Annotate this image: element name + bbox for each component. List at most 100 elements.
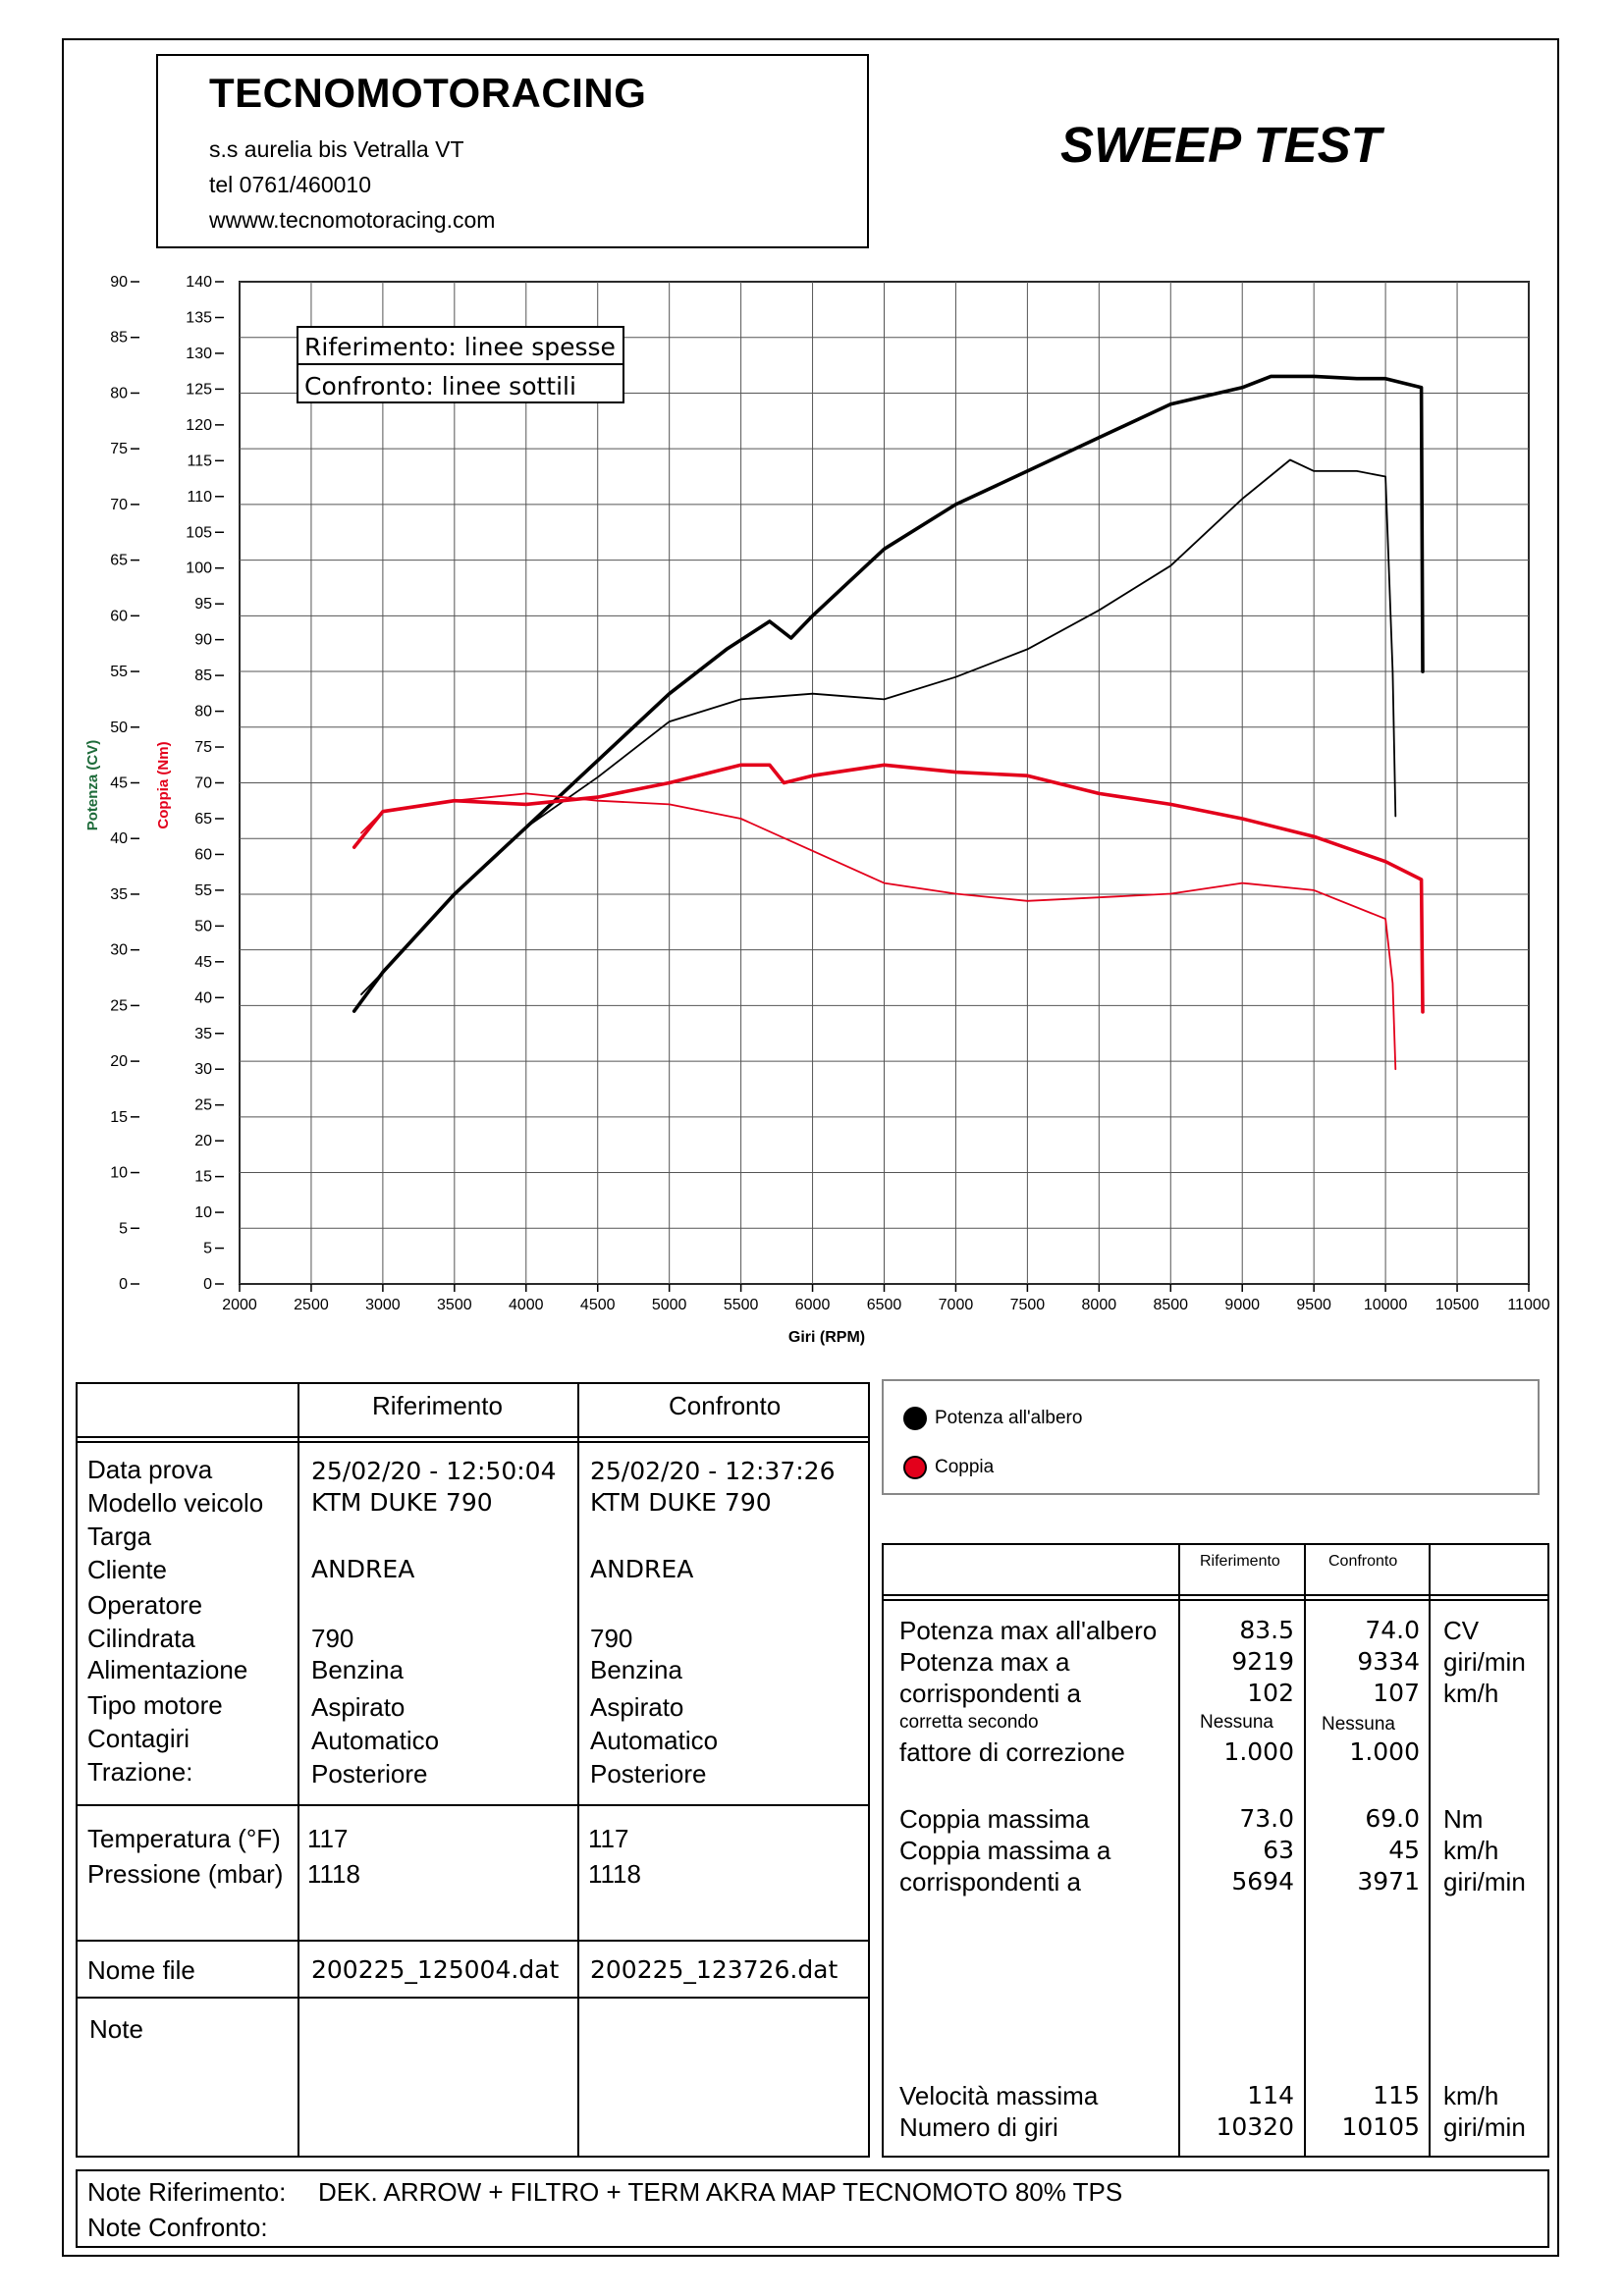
coppia-tick-label: 70 (194, 775, 212, 792)
cmp-modello: KTM DUKE 790 (590, 1488, 772, 1517)
coppia-tick-label: 80 (194, 704, 212, 721)
label-alimentazione: Alimentazione (87, 1655, 248, 1684)
label-numero-giri: Numero di giri (899, 2112, 1058, 2142)
coppia-tick-label: 90 (194, 632, 212, 649)
cmp-cilindrata: 790 (590, 1624, 633, 1653)
note-ref-text: DEK. ARROW + FILTRO + TERM AKRA MAP TECN… (318, 2177, 1123, 2207)
ref-trazione: Posteriore (311, 1759, 428, 1789)
label-operatore: Operatore (87, 1590, 203, 1620)
dyno-chart: 2000 2500 3000 3500 4000 4500 5000 5500 6000 6500… (84, 274, 1550, 1346)
cmp-temperatura: 117 (588, 1824, 629, 1853)
legend-label-coppia: Coppia (935, 1457, 995, 1477)
label-targa: Targa (87, 1522, 152, 1551)
coppia-tick-label: 120 (186, 417, 212, 434)
cmp-potenza-max: 74.0 (1365, 1616, 1420, 1644)
potenza-tick-label: 70 (110, 497, 128, 513)
coppia-tick-label: 35 (194, 1026, 212, 1042)
coppia-tick-label: 60 (194, 846, 212, 863)
label-potenza-max: Potenza max all'albero (899, 1616, 1158, 1645)
x-tick-label: 4000 (509, 1297, 544, 1313)
unit-coppia: Nm (1443, 1804, 1484, 1834)
cmp-cliente: ANDREA (590, 1555, 694, 1583)
ref-cliente: ANDREA (311, 1555, 415, 1583)
ref-coppia-rpm: 5694 (1231, 1867, 1294, 1896)
company-phone: tel 0761/460010 (209, 172, 371, 197)
note-ref-label: Note Riferimento: (87, 2177, 287, 2207)
x-tick-label: 10500 (1435, 1297, 1480, 1313)
ref-nome-file: 200225_125004.dat (311, 1955, 560, 1984)
ref-giri: 10320 (1216, 2112, 1294, 2141)
coppia-tick-label: 105 (186, 524, 212, 541)
coppia-tick-label: 115 (187, 453, 212, 469)
potenza-tick-label: 75 (110, 441, 128, 457)
legend-dot-coppia (903, 1456, 927, 1479)
ref-velocita: 114 (1247, 2081, 1294, 2109)
cmp-data: 25/02/20 - 12:37:26 (590, 1457, 836, 1485)
x-axis-label: Giri (RPM) (788, 1329, 865, 1346)
x-tick-label: 7500 (1010, 1297, 1046, 1313)
coppia-tick-label: 85 (194, 667, 212, 684)
label-coppia-max-a: Coppia massima a (899, 1836, 1111, 1865)
coppia-tick-label: 45 (194, 954, 212, 971)
company-header: TECNOMOTORACING s.s aurelia bis Vetralla… (156, 54, 869, 248)
cmp-coppia-max: 69.0 (1365, 1804, 1420, 1833)
label-cliente: Cliente (87, 1555, 167, 1584)
ref-potenza-rpm: 9219 (1231, 1647, 1294, 1676)
label-tipo-motore: Tipo motore (87, 1690, 223, 1720)
unit-velocita: km/h (1443, 2081, 1499, 2110)
coppia-tick-label: 75 (194, 739, 212, 756)
label-note: Note (89, 2014, 143, 2044)
cmp-pressione: 1118 (588, 1859, 641, 1889)
coppia-tick-label: 65 (194, 811, 212, 828)
ref-coppia-max: 73.0 (1239, 1804, 1294, 1833)
potenza-tick-label: 80 (110, 385, 128, 401)
ref-alimentazione: Benzina (311, 1655, 404, 1684)
potenza-tick-label: 65 (110, 553, 128, 569)
coppia-tick-label: 100 (186, 561, 212, 577)
label-pot-corrispondenti: corrispondenti a (899, 1679, 1081, 1708)
cmp-trazione: Posteriore (590, 1759, 707, 1789)
x-tick-label: 10000 (1364, 1297, 1408, 1313)
results-col-ref: Riferimento (1200, 1553, 1280, 1570)
cmp-giri: 10105 (1341, 2112, 1420, 2141)
legend-dot-potenza (903, 1407, 927, 1430)
notes-box: Note Riferimento: DEK. ARROW + FILTRO + … (76, 2169, 1549, 2248)
coppia-tick-label: 10 (194, 1204, 212, 1221)
potenza-tick-label: 55 (110, 664, 128, 680)
company-website: wwww.tecnomotoracing.com (209, 207, 496, 233)
x-tick-label: 9000 (1224, 1297, 1260, 1313)
label-velocita-max: Velocità massima (899, 2081, 1099, 2110)
ref-fattore: 1.000 (1223, 1737, 1294, 1766)
cmp-coppia-rpm: 3971 (1357, 1867, 1420, 1896)
unit-giri: giri/min (1443, 2112, 1526, 2142)
info-col-ref: Riferimento (372, 1391, 503, 1420)
potenza-tick-label: 5 (119, 1220, 128, 1237)
coppia-tick-label: 30 (194, 1061, 212, 1078)
cmp-contagiri: Automatico (590, 1726, 719, 1755)
results-table: Riferimento Confronto Potenza max all'al… (882, 1543, 1549, 2158)
label-corretta-secondo: corretta secondo (899, 1712, 1039, 1733)
unit-potenza-speed: km/h (1443, 1679, 1499, 1708)
chart-grid (239, 281, 1530, 1285)
chart-curves (352, 374, 1425, 1071)
potenza-tick-label: 90 (110, 274, 128, 291)
ref-cilindrata: 790 (311, 1624, 354, 1653)
label-potenza-max-a: Potenza max a (899, 1647, 1070, 1677)
overlay-legend-cmp: Confronto: linee sottili (304, 372, 576, 400)
page-frame (62, 38, 1559, 2257)
y-axis-label-potenza: Potenza (CV) (84, 740, 101, 831)
cmp-potenza-speed: 107 (1373, 1679, 1420, 1707)
potenza-tick-label: 20 (110, 1053, 128, 1070)
unit-potenza-rpm: giri/min (1443, 1647, 1526, 1677)
label-contagiri: Contagiri (87, 1724, 190, 1753)
coppia-tick-label: 40 (194, 989, 212, 1006)
cmp-alimentazione: Benzina (590, 1655, 682, 1684)
company-name: TECNOMOTORACING (209, 70, 647, 116)
coppia-tick-label: 50 (194, 918, 212, 934)
cmp-velocita: 115 (1373, 2081, 1420, 2109)
label-trazione: Trazione: (87, 1757, 193, 1787)
coppia-tick-label: 5 (203, 1241, 212, 1257)
ref-tipo: Aspirato (311, 1692, 406, 1722)
coppia-confronto-line (360, 792, 1397, 1071)
potenza-tick-label: 35 (110, 886, 128, 903)
